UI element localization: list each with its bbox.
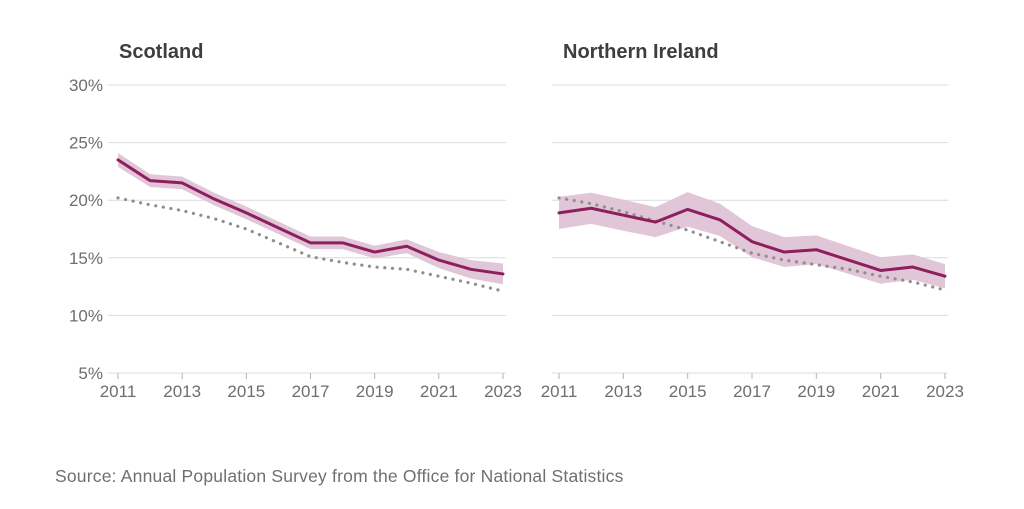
scotland-chart: 30% 25% 20% 15% 10% 5%2011 2013 2015 2017 2019 202…	[69, 41, 522, 401]
chart-title: Scotland	[119, 41, 203, 63]
x-tick-label: 2019	[797, 382, 835, 401]
x-tick-label: 2013	[604, 382, 642, 401]
y-tick-label: 20%	[69, 191, 103, 210]
x-tick-label: 2017	[292, 382, 330, 401]
y-tick-label: 15%	[69, 249, 103, 268]
chart-title: Northern Ireland	[563, 41, 719, 63]
y-tick-label: 10%	[69, 306, 103, 325]
x-tick-label: 2011	[100, 382, 137, 401]
x-tick-label: 2023	[926, 382, 964, 401]
x-tick-label: 2017	[733, 382, 771, 401]
estimate-line	[116, 158, 505, 276]
x-tick-label: 2021	[420, 382, 458, 401]
x-tick-label: 2011	[541, 382, 578, 401]
x-tick-label: 2015	[227, 382, 265, 401]
northern-ireland-chart: 2011 2013 2015 2017 2019 2021 2023 Northern Ire…	[541, 41, 964, 401]
x-tick-label: 2013	[163, 382, 201, 401]
x-tick-label: 2023	[484, 382, 522, 401]
estimate-line	[557, 206, 947, 278]
y-tick-label: 25%	[69, 134, 103, 153]
source-note: Source: Annual Population Survey from th…	[55, 466, 624, 486]
confidence-band	[118, 152, 503, 285]
x-tick-label: 2021	[862, 382, 900, 401]
reference-dotted-line	[557, 196, 947, 292]
y-tick-label: 30%	[69, 76, 103, 95]
x-tick-label: 2015	[669, 382, 707, 401]
reference-dotted-line	[116, 196, 505, 293]
y-tick-label: 5%	[78, 364, 103, 383]
x-tick-label: 2019	[356, 382, 394, 401]
